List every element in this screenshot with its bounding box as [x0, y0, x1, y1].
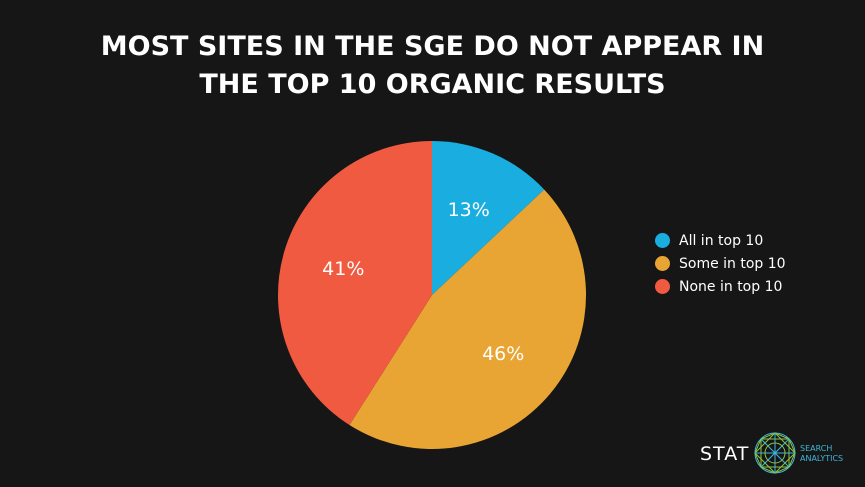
legend-item-all-in-top-10: All in top 10	[655, 229, 786, 252]
pie-label-none-in-top-10: 41%	[322, 258, 364, 280]
pie-slice-all-in-top-10	[432, 141, 545, 295]
brand-sub-line-2: ANALYTICS	[800, 454, 844, 463]
brand-name: STAT	[700, 443, 750, 465]
pie-label-some-in-top-10: 46%	[482, 343, 524, 365]
brand-sub-line-1: SEARCH	[800, 444, 833, 453]
pie-label-all-in-top-10: 13%	[448, 199, 490, 221]
legend-item-some-in-top-10: Some in top 10	[655, 252, 786, 275]
legend-swatch-none-in-top-10	[655, 279, 670, 294]
legend-label-none-in-top-10: None in top 10	[679, 278, 783, 295]
brand-subtitle: SEARCH ANALYTICS	[800, 444, 843, 464]
chart-title-line-2: THE TOP 10 ORGANIC RESULTS	[199, 69, 666, 100]
legend-label-all-in-top-10: All in top 10	[679, 232, 764, 249]
pie-slice-some-in-top-10	[349, 189, 587, 449]
stat-brand: STAT SEARCH ANALYTICS	[700, 429, 850, 477]
legend: All in top 10 Some in top 10 None in top…	[655, 229, 786, 298]
pie-slice-none-in-top-10	[278, 141, 432, 426]
legend-swatch-some-in-top-10	[655, 256, 670, 271]
legend-item-none-in-top-10: None in top 10	[655, 275, 786, 298]
legend-swatch-all-in-top-10	[655, 233, 670, 248]
stat-globe-logo-icon	[754, 432, 796, 474]
chart-title-line-1: MOST SITES IN THE SGE DO NOT APPEAR IN	[100, 31, 765, 62]
legend-label-some-in-top-10: Some in top 10	[679, 255, 786, 272]
chart-title: MOST SITES IN THE SGE DO NOT APPEAR IN T…	[0, 28, 865, 104]
